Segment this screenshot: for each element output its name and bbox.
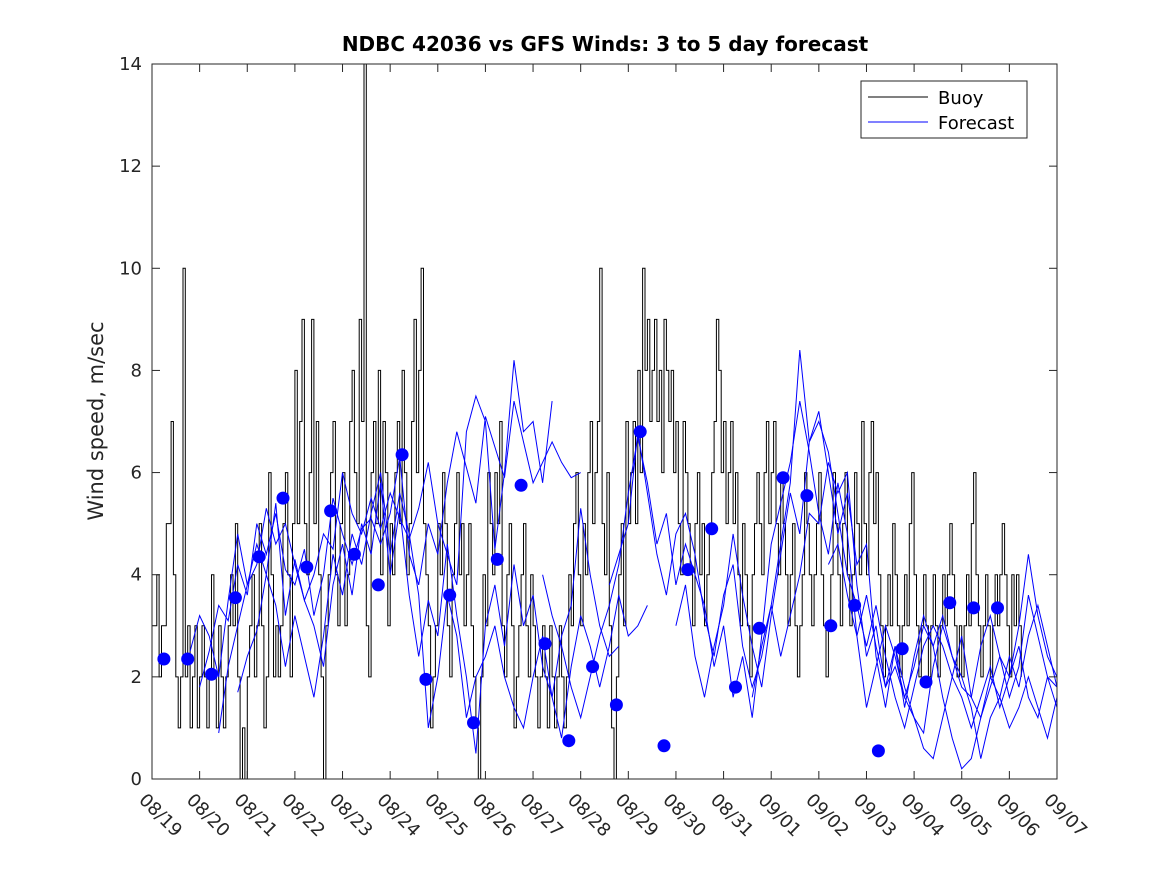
forecast-point-27 — [800, 489, 814, 503]
buoy-series — [152, 64, 1022, 779]
forecast-point-4 — [252, 550, 266, 564]
forecast-point-22 — [681, 563, 695, 577]
legend-box — [860, 80, 1028, 139]
forecast-point-26 — [776, 471, 790, 485]
forecast-point-14 — [490, 552, 504, 566]
forecast-line-5 — [608, 349, 1057, 760]
legend-buoy-label: Buoy — [938, 88, 984, 109]
forecast-point-18 — [586, 660, 600, 674]
forecast-point-20 — [633, 425, 647, 439]
forecast-point-3 — [228, 591, 242, 605]
forecast-point-23 — [705, 522, 719, 536]
forecast-point-17 — [562, 734, 576, 748]
forecast-point-31 — [895, 642, 909, 656]
forecast-point-9 — [371, 578, 385, 592]
plot-area-frame — [151, 63, 1058, 780]
y-tick-label-1: 2 — [131, 667, 142, 688]
forecast-series-group — [189, 349, 1057, 770]
forecast-point-5 — [276, 491, 290, 505]
forecast-point-6 — [300, 560, 314, 574]
forecast-line-3 — [237, 472, 648, 739]
forecast-point-35 — [991, 601, 1004, 615]
forecast-point-7 — [324, 504, 338, 518]
forecast-point-19 — [609, 698, 623, 712]
chart-title: NDBC 42036 vs GFS Winds: 3 to 5 day fore… — [342, 32, 869, 56]
y-tick-label-7: 14 — [119, 54, 142, 75]
forecast-point-30 — [871, 744, 885, 758]
forecast-point-15 — [514, 478, 528, 492]
forecast-point-10 — [395, 448, 409, 462]
y-tick-label-0: 0 — [131, 769, 142, 790]
forecast-point-16 — [538, 637, 552, 651]
forecast-point-28 — [824, 619, 838, 633]
forecast-point-2 — [205, 667, 218, 681]
forecast-point-24 — [729, 680, 742, 694]
forecast-points — [157, 425, 1004, 758]
forecast-point-8 — [347, 547, 361, 561]
forecast-point-12 — [443, 588, 457, 602]
forecast-point-1 — [181, 652, 195, 666]
forecast-line-1 — [199, 400, 581, 688]
y-tick-label-4: 8 — [131, 360, 142, 381]
forecast-point-13 — [467, 716, 480, 730]
buoy-line — [152, 64, 1022, 779]
forecast-point-34 — [967, 601, 981, 615]
forecast-line-6 — [675, 420, 1057, 730]
forecast-line-7 — [751, 462, 1057, 770]
y-axis-label: Wind speed, m/sec — [84, 321, 108, 520]
forecast-point-0 — [157, 652, 171, 666]
y-axis: 0 2 4 6 8 10 12 14 — [119, 54, 1057, 790]
forecast-point-25 — [752, 621, 766, 635]
y-tick-label-6: 12 — [119, 156, 142, 177]
y-tick-label-3: 6 — [131, 463, 142, 484]
forecast-point-11 — [419, 672, 433, 686]
forecast-line-8 — [827, 542, 1057, 759]
forecast-point-33 — [943, 596, 957, 610]
forecast-point-32 — [919, 675, 933, 689]
legend: Buoy Forecast — [860, 80, 1028, 139]
y-tick-label-5: 10 — [119, 258, 142, 279]
forecast-point-21 — [657, 739, 671, 753]
y-tick-label-2: 4 — [131, 565, 142, 586]
forecast-line-0 — [189, 360, 553, 678]
forecast-point-29 — [848, 598, 862, 612]
legend-forecast-label: Forecast — [938, 113, 1014, 134]
